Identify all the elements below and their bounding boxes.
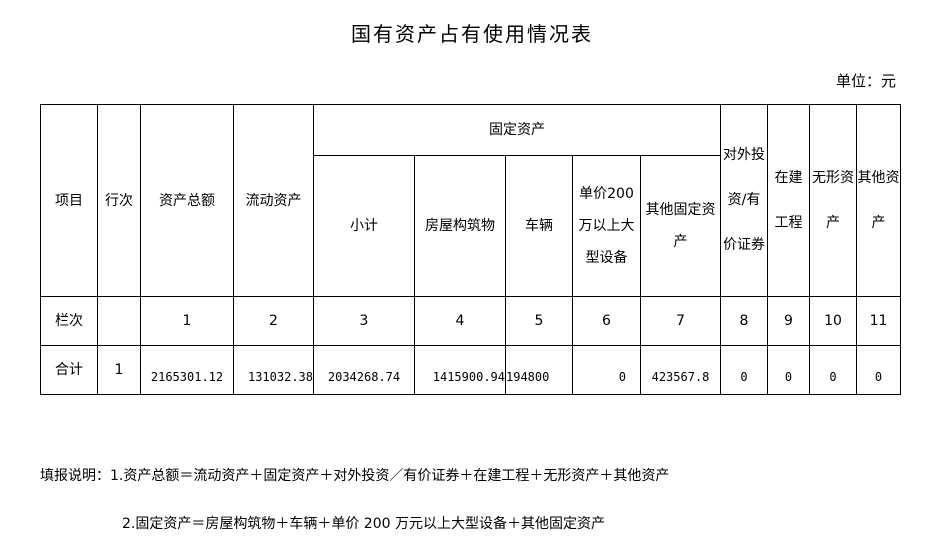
cell: 7 bbox=[640, 296, 721, 346]
cell: 2 bbox=[233, 296, 314, 346]
column-number-row: 栏次 1 2 3 4 5 6 7 8 9 10 11 bbox=[40, 296, 901, 346]
cell: 9 bbox=[767, 296, 810, 346]
cell: 2034268.74 bbox=[313, 345, 415, 395]
cell: 2165301.12 bbox=[140, 345, 234, 395]
row-no bbox=[97, 296, 141, 346]
header-vehicles: 车辆 bbox=[505, 155, 573, 297]
cell: 5 bbox=[505, 296, 573, 346]
header-large-equipment: 单价200万以上大型设备 bbox=[572, 155, 641, 297]
header-fixed-assets: 固定资产 bbox=[313, 104, 721, 156]
cell: 423567.8 bbox=[640, 345, 721, 395]
header-total-assets: 资产总额 bbox=[140, 104, 234, 297]
cell: 0 bbox=[767, 345, 810, 395]
unit-label: 单位：元 bbox=[836, 72, 897, 90]
header-subtotal: 小计 bbox=[313, 155, 415, 297]
header-current-assets: 流动资产 bbox=[233, 104, 314, 297]
cell: 0 bbox=[856, 345, 901, 395]
note-1: 填报说明：1.资产总额＝流动资产＋固定资产＋对外投资／有价证券＋在建工程＋无形资… bbox=[40, 468, 670, 484]
header-other-fixed: 其他固定资产 bbox=[640, 155, 721, 297]
total-row: 合计 1 2165301.12 131032.38 2034268.74 141… bbox=[40, 345, 901, 395]
cell: 0 bbox=[572, 345, 641, 395]
cell: 194800 bbox=[505, 345, 573, 395]
header-construction: 在建工程 bbox=[767, 104, 810, 297]
page-title: 国有资产占有使用情况表 bbox=[351, 22, 593, 46]
cell: 4 bbox=[414, 296, 506, 346]
header-row-no: 行次 bbox=[97, 104, 141, 297]
header-item: 项目 bbox=[40, 104, 98, 297]
cell: 1415900.94 bbox=[414, 345, 506, 395]
cell: 131032.38 bbox=[233, 345, 314, 395]
row-label: 合计 bbox=[40, 345, 98, 395]
header-other-assets: 其他资产 bbox=[856, 104, 901, 297]
cell: 8 bbox=[720, 296, 768, 346]
header-investment: 对外投资/有价证券 bbox=[720, 104, 768, 297]
row-label: 栏次 bbox=[40, 296, 98, 346]
cell: 1 bbox=[140, 296, 234, 346]
cell: 0 bbox=[720, 345, 768, 395]
header-intangible: 无形资产 bbox=[809, 104, 857, 297]
cell: 11 bbox=[856, 296, 901, 346]
header-buildings: 房屋构筑物 bbox=[414, 155, 506, 297]
cell: 0 bbox=[809, 345, 857, 395]
row-no: 1 bbox=[97, 345, 141, 395]
cell: 10 bbox=[809, 296, 857, 346]
cell: 6 bbox=[572, 296, 641, 346]
note-2: 2.固定资产＝房屋构筑物＋车辆＋单价 200 万元以上大型设备＋其他固定资产 bbox=[122, 516, 605, 532]
cell: 3 bbox=[313, 296, 415, 346]
asset-table: 项目 行次 资产总额 流动资产 固定资产 对外投资/有价证券 在建工程 无形资产… bbox=[40, 104, 901, 395]
